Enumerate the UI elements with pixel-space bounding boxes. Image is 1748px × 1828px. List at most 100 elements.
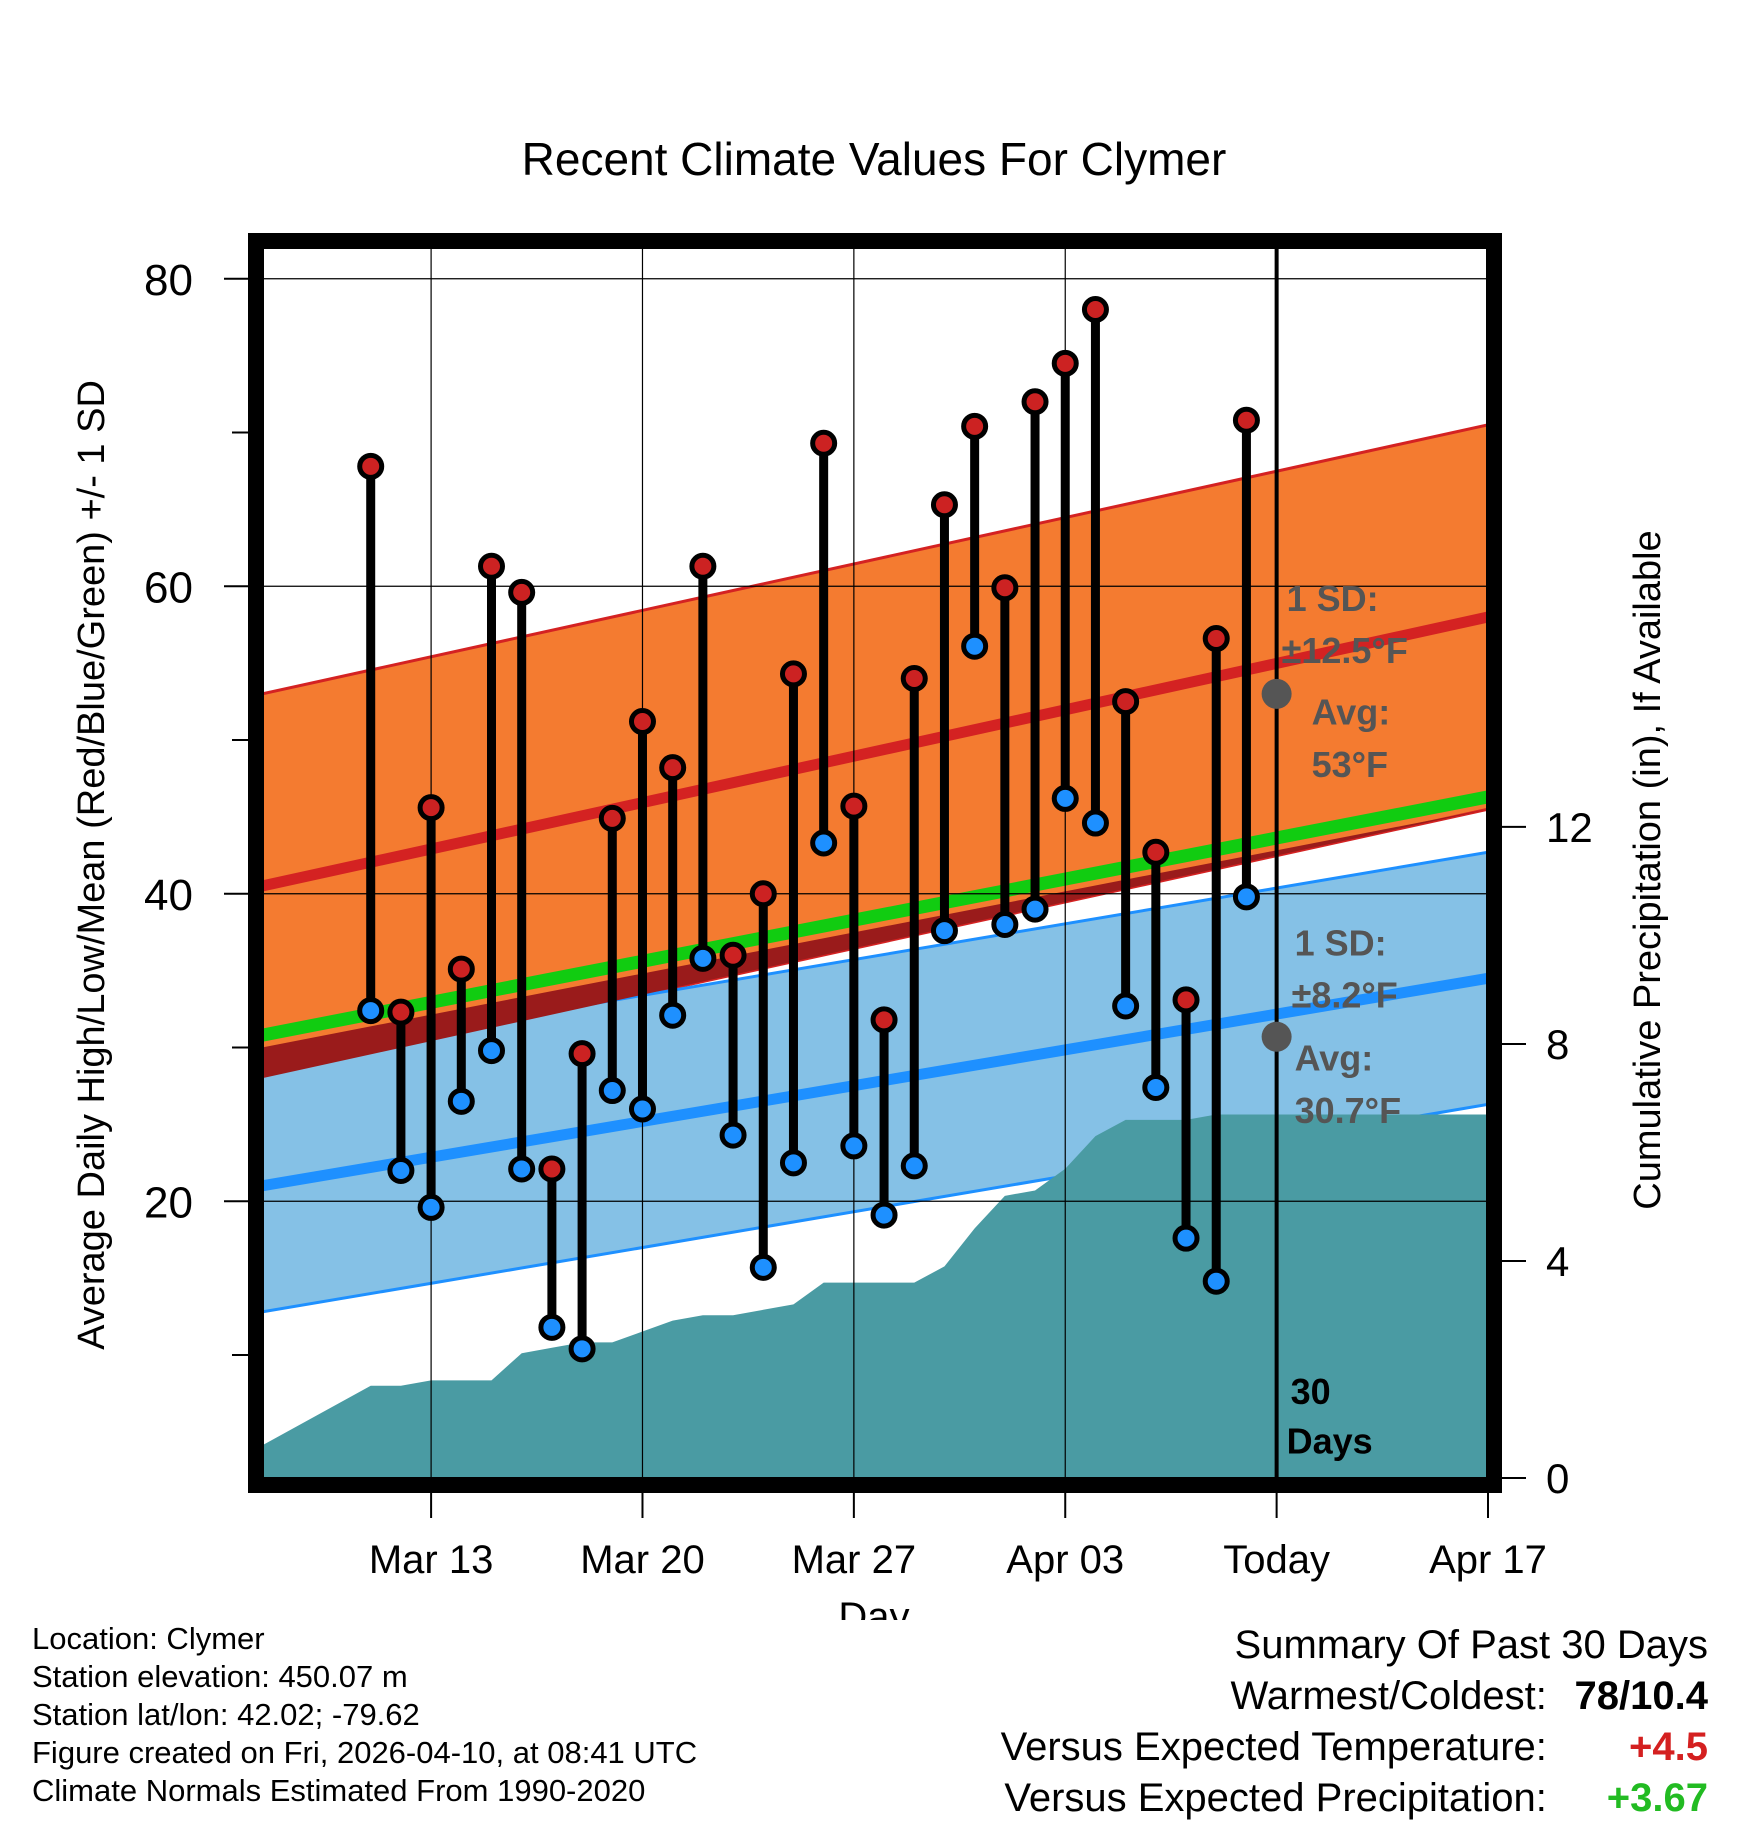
- temp-anomaly-label: Versus Expected Temperature:: [1000, 1725, 1547, 1769]
- high-normal-mean-line: [262, 611, 1488, 892]
- high-point: [1081, 296, 1109, 323]
- low-point: [538, 1313, 566, 1341]
- high-point: [598, 804, 626, 832]
- x-tick-label: Today: [1223, 1538, 1330, 1582]
- low-point: [1081, 809, 1109, 837]
- high-point: [1112, 688, 1140, 716]
- low-point: [779, 1149, 807, 1177]
- high-point: [991, 574, 1019, 602]
- figure-created: Figure created on Fri, 2026-04-10, at 08…: [32, 1735, 698, 1770]
- low-point: [417, 1193, 445, 1221]
- y2-tick-label: 4: [1546, 1238, 1569, 1285]
- x-tick-label: Mar 20: [580, 1538, 705, 1582]
- high-avg-value: 53°F: [1312, 744, 1388, 785]
- x-tick-label: Apr 17: [1429, 1538, 1547, 1582]
- high-point: [870, 1006, 898, 1034]
- y-tick-label: 80: [144, 256, 193, 305]
- low-point: [991, 911, 1019, 938]
- low-point: [568, 1335, 596, 1363]
- high-point: [1202, 625, 1230, 653]
- mean-normal-line: [262, 790, 1488, 1042]
- low-point: [749, 1253, 777, 1281]
- low-point: [1112, 992, 1140, 1020]
- plot-area: [262, 248, 1488, 1478]
- low-avg-label: Avg:: [1295, 1038, 1374, 1079]
- x-tick-label: Mar 13: [369, 1538, 494, 1582]
- low-normal-mean-line: [262, 972, 1488, 1192]
- low-point: [1202, 1267, 1230, 1295]
- high-point: [689, 552, 717, 580]
- summary-warmest-row: Warmest/Coldest: 78/10.4: [1001, 1671, 1709, 1722]
- warmest-value: 78/10.4: [1574, 1674, 1708, 1718]
- precip-anomaly-value: +3.67: [1606, 1776, 1708, 1820]
- summary-precip-row: Versus Expected Precipitation: +3.67: [1001, 1773, 1708, 1824]
- high-sd-label: 1 SD:: [1287, 578, 1379, 619]
- low-point: [508, 1155, 536, 1183]
- low-point: [598, 1077, 626, 1105]
- low-point: [1051, 784, 1079, 812]
- low-point: [628, 1095, 656, 1123]
- climate-chart: Recent Climate Values For Clymer 1 SD: ±1…: [71, 133, 1669, 1620]
- low-point: [659, 1001, 687, 1029]
- high-point: [1172, 986, 1200, 1014]
- high-point: [1232, 406, 1260, 434]
- y-tick-label: 20: [144, 1178, 193, 1227]
- x-tick-label: Mar 27: [792, 1538, 917, 1582]
- low-avg-dot: [1261, 1021, 1292, 1052]
- low-point: [870, 1201, 898, 1229]
- low-point: [900, 1152, 928, 1180]
- x-axis-label: Day: [838, 1595, 909, 1620]
- station-info: Location: Clymer Station elevation: 450.…: [32, 1620, 697, 1810]
- y-tick-label: 60: [144, 563, 193, 612]
- summary-panel: Summary Of Past 30 Days Warmest/Coldest:…: [1001, 1620, 1708, 1824]
- high-point: [810, 429, 838, 457]
- y2-tick-label: 8: [1546, 1021, 1569, 1068]
- high-point: [840, 792, 868, 820]
- low-point: [689, 944, 717, 972]
- window-days-label: Days: [1287, 1420, 1373, 1461]
- high-point: [1142, 838, 1170, 866]
- warmest-label: Warmest/Coldest:: [1230, 1674, 1547, 1718]
- y-axis-label: Average Daily High/Low/Mean (Red/Blue/Gr…: [71, 380, 113, 1350]
- high-sd-value: ±12.5°F: [1282, 630, 1408, 671]
- high-point: [357, 452, 385, 480]
- low-point: [1021, 895, 1049, 923]
- low-point: [930, 917, 958, 945]
- low-point: [357, 997, 385, 1025]
- low-point: [1232, 883, 1260, 911]
- y2-tick-label: 0: [1546, 1455, 1569, 1502]
- high-point: [930, 491, 958, 519]
- climate-normals-note: Climate Normals Estimated From 1990-2020: [32, 1773, 646, 1808]
- band-overlap: [262, 809, 1488, 1079]
- window-days-number: 30: [1291, 1371, 1331, 1412]
- high-avg-label: Avg:: [1312, 692, 1391, 733]
- high-point: [477, 552, 505, 580]
- x-tick-label: Apr 03: [1006, 1538, 1124, 1582]
- low-point: [840, 1132, 868, 1160]
- low-sd-value: ±8.2°F: [1292, 975, 1398, 1016]
- low-point: [810, 829, 838, 857]
- precip-area: [262, 1114, 1488, 1478]
- high-point: [538, 1155, 566, 1183]
- high-point: [508, 578, 536, 606]
- high-point: [900, 665, 928, 692]
- low-point: [719, 1121, 747, 1149]
- chart-title: Recent Climate Values For Clymer: [522, 133, 1227, 185]
- summary-heading: Summary Of Past 30 Days: [1234, 1623, 1708, 1667]
- low-point: [387, 1157, 415, 1184]
- y2-tick-label: 12: [1546, 804, 1593, 851]
- high-point: [961, 412, 989, 440]
- y-tick-label: 40: [144, 871, 193, 920]
- low-point: [1142, 1073, 1170, 1101]
- high-point: [719, 941, 747, 969]
- high-point: [447, 955, 475, 983]
- precip-anomaly-label: Versus Expected Precipitation:: [1004, 1776, 1547, 1820]
- high-point: [779, 660, 807, 688]
- low-point: [447, 1087, 475, 1115]
- station-elevation: Station elevation: 450.07 m: [32, 1659, 408, 1694]
- temp-anomaly-value: +4.5: [1629, 1725, 1708, 1769]
- summary-temp-row: Versus Expected Temperature: +4.5: [1001, 1722, 1708, 1773]
- high-point: [628, 708, 656, 736]
- plot-frame: [248, 233, 1502, 1493]
- high-normal-band-upper: [262, 423, 1488, 696]
